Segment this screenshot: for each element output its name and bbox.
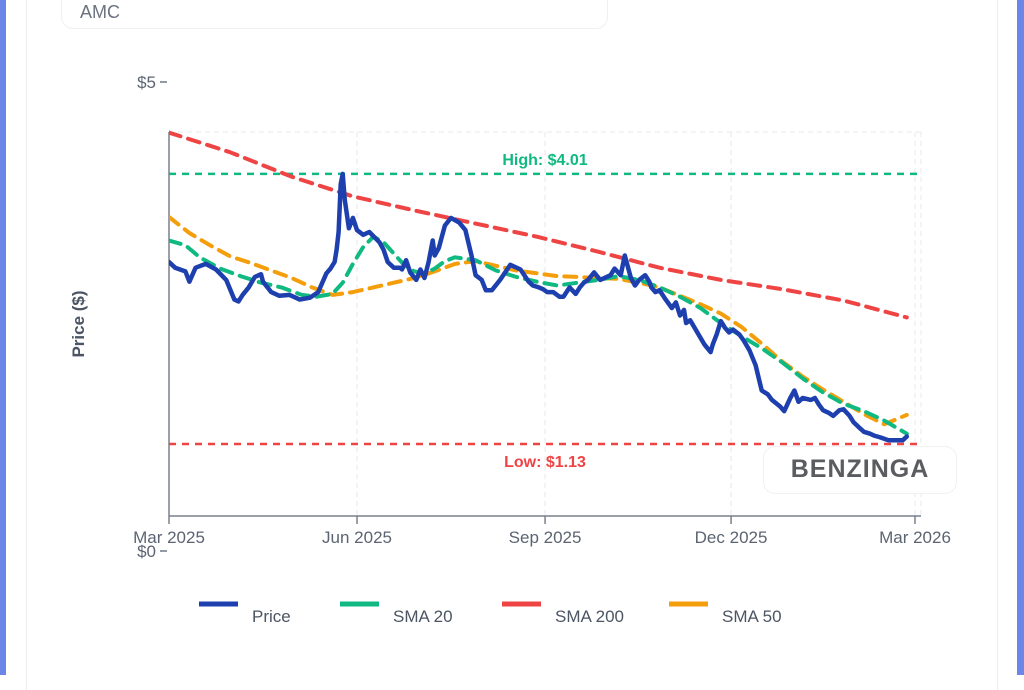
ticker-symbol: AMC [80,2,120,22]
legend: Price SMA 20 SMA 200 SMA 50 [199,601,782,626]
axes [168,132,921,524]
benzinga-watermark: BENZINGA [790,455,930,483]
chart-card [26,0,998,690]
x-tick-label: Mar 2026 [879,528,951,547]
ticker-box [61,0,608,29]
y-tick-label: $0 [137,542,156,561]
series-line-sma-200 [169,130,909,320]
window-frame-right [1017,0,1024,675]
series-line-price [169,171,910,443]
y-axis-label: Price ($) [69,290,88,357]
price-chart: High: $4.01 Low: $1.13 Mar 2025 Jun 2025 Se… [69,73,951,626]
x-tick-label: Dec 2025 [695,528,768,547]
watermark-box [763,446,957,494]
legend-label: SMA 200 [555,607,624,626]
series-line-sma-20 [169,234,909,436]
low-label: Low: $1.13 [504,454,586,471]
x-tick-label: Mar 2025 [133,528,205,547]
x-tick-label: Sep 2025 [509,528,582,547]
high-label: High: $4.01 [502,152,587,169]
y-tick-label: $5 [137,73,156,92]
legend-label: Price [252,607,291,626]
annotations: High: $4.01 Low: $1.13 [169,152,921,471]
legend-label: SMA 50 [722,607,782,626]
x-tick-label: Jun 2025 [322,528,392,547]
tick-labels: Mar 2025 Jun 2025 Sep 2025 Dec 2025 Mar 2026… [133,73,951,561]
window-frame-left [0,0,6,675]
series [169,130,910,443]
legend-label: SMA 20 [393,607,453,626]
